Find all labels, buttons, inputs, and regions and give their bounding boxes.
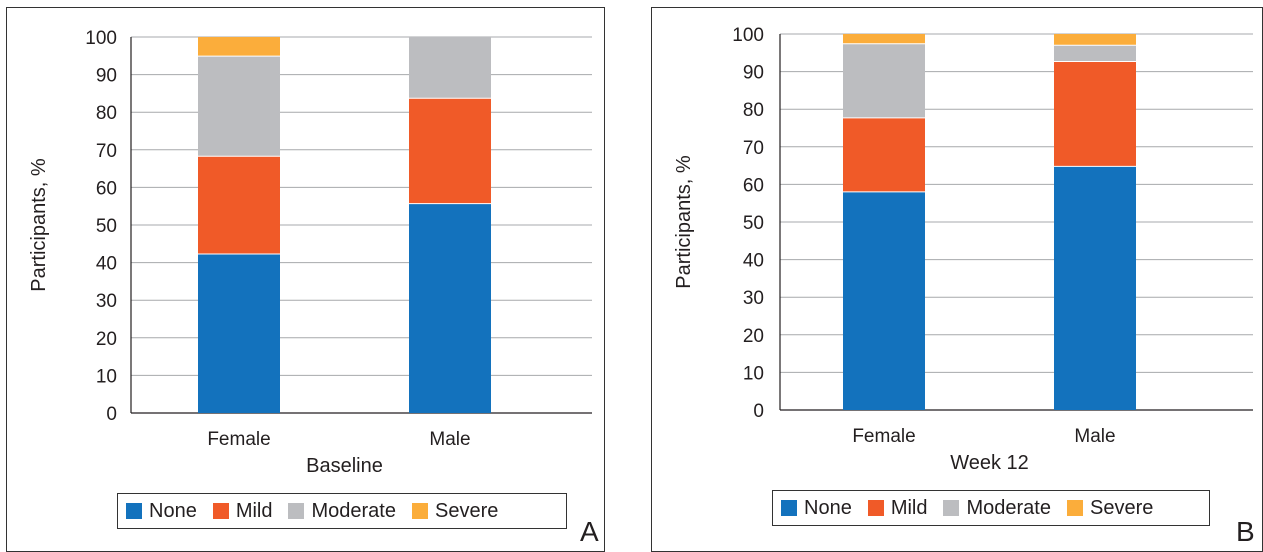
legend-swatch	[867, 500, 884, 516]
bar-segment-female-mild	[843, 117, 925, 192]
y-tick-label: 60	[96, 178, 117, 199]
y-axis-title: Participants, %	[28, 158, 50, 292]
y-tick-label: 0	[106, 404, 117, 425]
bar-segment-female-none	[843, 191, 925, 410]
chart-panel-b: 0 10 20 30 40 50 60 70 80 90 100 Female Male Week 12 P…	[651, 7, 1263, 552]
y-tick-label: 90	[743, 63, 764, 84]
bar-segment-female-severe	[198, 37, 280, 57]
y-tick-label: 0	[753, 401, 764, 422]
legend-swatch	[212, 503, 229, 519]
legend-a: None Mild Moderate Severe	[117, 493, 567, 529]
x-category-label: Male	[1074, 426, 1115, 447]
y-tick-label: 80	[743, 100, 764, 121]
legend-swatch	[781, 500, 797, 516]
panel-label-b: B	[1236, 516, 1255, 547]
legend-swatch	[1066, 500, 1083, 516]
bar-segment-male-mild	[409, 98, 491, 204]
x-axis-title: Baseline	[306, 455, 383, 477]
bar-segment-male-severe	[1054, 34, 1136, 46]
legend-label: Mild	[235, 499, 273, 522]
legend-item-mild: Mild	[212, 499, 273, 523]
y-tick-label: 100	[732, 25, 764, 46]
x-category-label: Female	[207, 429, 270, 450]
y-axis-title: Participants, %	[673, 155, 695, 289]
legend-item-none: None	[781, 497, 852, 520]
legend-label: Severe	[1089, 496, 1154, 519]
x-category-label: Female	[852, 426, 915, 447]
bar-segment-female-none	[198, 253, 280, 413]
bar-segment-male-none	[1054, 166, 1136, 410]
y-tick-label: 10	[743, 363, 764, 384]
legend-label: Moderate	[966, 496, 1051, 519]
legend-label: Severe	[434, 499, 499, 522]
legend-item-severe: Severe	[1066, 496, 1154, 520]
bar-segment-male-moderate	[409, 37, 491, 99]
legend-label: None	[149, 499, 197, 522]
chart-plot-b: 0 10 20 30 40 50 60 70 80 90 100 Female Male Week 12 P…	[673, 25, 1253, 474]
legend-label: Mild	[890, 496, 928, 519]
bar-segment-female-moderate	[198, 56, 280, 157]
y-tick-label: 10	[96, 366, 117, 387]
legend-label: None	[804, 496, 852, 519]
y-tick-label: 50	[96, 216, 117, 237]
legend-swatch	[943, 500, 960, 516]
bar-segment-male-moderate	[1054, 45, 1136, 62]
panel-label-a: A	[580, 516, 599, 547]
y-tick-label: 30	[743, 288, 764, 309]
legend-item-severe: Severe	[411, 499, 499, 523]
bar-segment-female-moderate	[843, 43, 925, 118]
bar-segment-female-severe	[843, 34, 925, 44]
chart-plot-a: 0 10 20 30 40 50 60 70 80 90 100 Female Male Baseline…	[28, 28, 592, 477]
y-tick-label: 100	[85, 28, 117, 49]
x-axis-title: Week 12	[950, 452, 1029, 474]
chart-panel-a: 0 10 20 30 40 50 60 70 80 90 100 Female Male Baseline…	[6, 7, 605, 552]
y-tick-label: 20	[96, 329, 117, 350]
legend-item-moderate: Moderate	[943, 497, 1051, 520]
legend-swatch	[126, 503, 142, 519]
y-tick-label: 70	[96, 141, 117, 162]
y-tick-label: 40	[743, 251, 764, 272]
bar-segment-male-none	[409, 203, 491, 413]
bar-segment-male-mild	[1054, 61, 1136, 167]
legend-item-mild: Mild	[867, 496, 928, 520]
bar-segment-female-mild	[198, 156, 280, 254]
legend-item-moderate: Moderate	[288, 500, 396, 523]
y-tick-label: 30	[96, 291, 117, 312]
x-category-label: Male	[429, 429, 470, 450]
y-tick-label: 80	[96, 103, 117, 124]
y-tick-label: 90	[96, 66, 117, 87]
y-tick-label: 50	[743, 213, 764, 234]
legend-swatch	[411, 503, 428, 519]
legend-item-none: None	[126, 500, 197, 523]
legend-b: None Mild Moderate Severe	[772, 490, 1210, 526]
y-tick-label: 60	[743, 175, 764, 196]
y-tick-label: 40	[96, 254, 117, 275]
y-tick-label: 70	[743, 138, 764, 159]
legend-swatch	[288, 503, 305, 519]
y-tick-label: 20	[743, 326, 764, 347]
legend-label: Moderate	[311, 499, 396, 522]
